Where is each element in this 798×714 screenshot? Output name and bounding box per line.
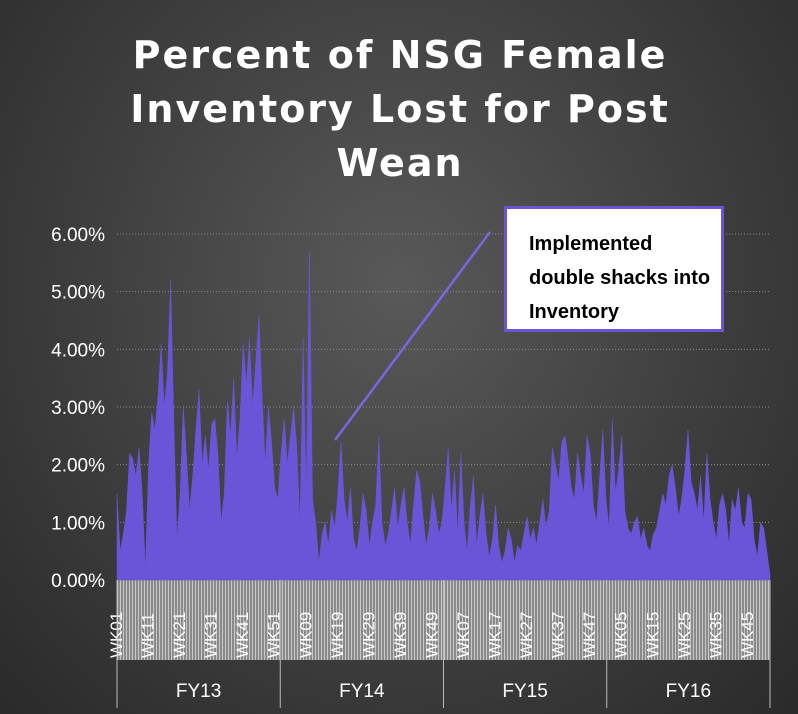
chart-title: Percent of NSG Female Inventory Lost for…	[130, 33, 670, 185]
x-tick-label: WK05	[612, 612, 631, 658]
group-label: FY14	[339, 681, 385, 702]
group-label: FY16	[666, 681, 711, 702]
y-tick-label: 0.00%	[51, 571, 105, 592]
x-tick-label: WK39	[391, 612, 410, 658]
x-tick-label: WK29	[359, 612, 378, 658]
y-tick-label: 2.00%	[51, 456, 105, 477]
x-tick-label: WK45	[738, 612, 757, 658]
x-tick-label: WK47	[580, 612, 599, 658]
y-tick-label: 6.00%	[51, 225, 105, 246]
x-tick-label: WK11	[139, 613, 158, 658]
x-tick-label: WK41	[233, 612, 252, 658]
x-tick-label: WK35	[706, 612, 725, 658]
x-tick-label: WK17	[486, 612, 505, 658]
x-tick-label: WK09	[296, 612, 315, 658]
area	[116, 251, 771, 581]
annotation-arrow	[333, 231, 492, 441]
x-tick-label: WK25	[675, 612, 694, 658]
x-tick-label: WK49	[422, 612, 441, 658]
x-tick-label: WK37	[549, 612, 568, 658]
y-tick-label: 4.00%	[51, 340, 105, 361]
y-tick-label: 1.00%	[51, 513, 105, 534]
annotation: Implemented double shacks into Inventory	[504, 206, 724, 332]
x-tick-label: WK19	[328, 612, 347, 658]
x-tick-label: WK15	[643, 612, 662, 658]
y-tick-label: 5.00%	[51, 283, 105, 304]
x-tick-label: WK27	[517, 612, 536, 658]
x-tick-label: WK21	[170, 612, 189, 658]
x-tick-label: WK51	[265, 612, 284, 658]
x-tick-label: WK07	[454, 612, 473, 658]
x-tick-label: WK31	[202, 612, 221, 658]
group-label: FY13	[176, 681, 221, 702]
y-tick-label: 3.00%	[51, 398, 105, 419]
group-label: FY15	[502, 681, 547, 702]
